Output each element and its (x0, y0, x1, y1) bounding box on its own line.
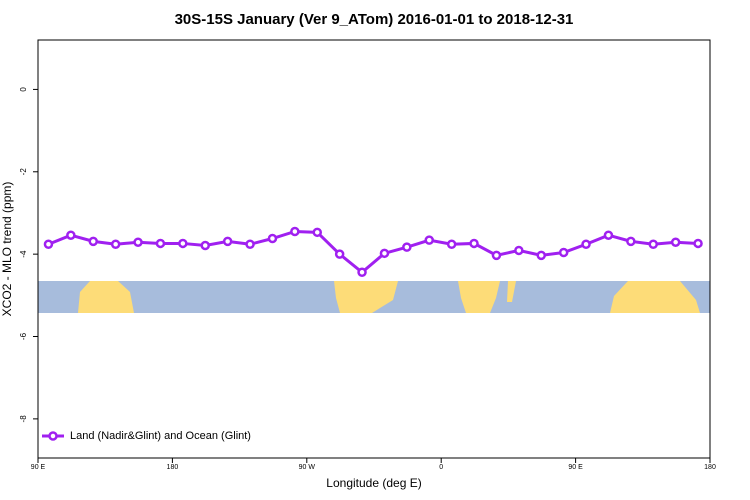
x-axis-label: Longitude (deg E) (326, 476, 421, 490)
point (446, 239, 457, 250)
map-strip (38, 281, 710, 313)
point (267, 233, 278, 244)
point (200, 240, 211, 251)
point (558, 247, 569, 258)
point (424, 235, 435, 245)
land (610, 281, 700, 313)
y-tick-label: -8 (19, 415, 28, 423)
point (491, 250, 502, 261)
point (402, 242, 412, 252)
legend-label: Land (Nadir&Glint) and Ocean (Glint) (70, 430, 251, 442)
y-tick-label: -6 (19, 332, 28, 340)
point (626, 236, 636, 247)
land (507, 281, 516, 302)
point (178, 238, 188, 249)
point (110, 239, 121, 250)
point (603, 230, 614, 240)
point (245, 239, 255, 250)
point (43, 239, 54, 250)
x-tick-label: 90 W (299, 464, 316, 471)
chart-title: 30S-15S January (Ver 9_ATom) 2016-01-01 … (175, 11, 574, 28)
point (581, 239, 591, 250)
x-tick-label: 180 (704, 464, 716, 471)
series-line (47, 229, 699, 275)
point (357, 267, 367, 278)
point (222, 236, 233, 247)
plot-frame (37, 39, 711, 459)
point (670, 237, 681, 247)
land (334, 281, 398, 313)
point (648, 239, 659, 250)
point (693, 238, 703, 249)
x-tick-label: 0 (439, 464, 443, 471)
y-tick-label: -4 (19, 250, 28, 258)
point (155, 238, 166, 249)
point (536, 250, 547, 261)
point (88, 236, 99, 247)
y-tick-label: -2 (19, 168, 28, 176)
land (78, 281, 134, 313)
y-axis-label: XCO2 - MLO trend (ppm) (0, 182, 14, 317)
y-tick-label: 0 (19, 87, 28, 92)
x-tick-label: 180 (167, 464, 179, 471)
point (312, 227, 323, 238)
point (469, 238, 479, 249)
point (66, 230, 76, 240)
point (290, 226, 300, 237)
x-tick-label: 90 E (568, 464, 583, 471)
legend-marker (48, 431, 58, 441)
point (379, 248, 390, 259)
point (133, 237, 143, 247)
point (514, 245, 524, 256)
x-tick-label: 90 E (31, 464, 46, 471)
point (334, 249, 345, 259)
land (458, 281, 500, 313)
